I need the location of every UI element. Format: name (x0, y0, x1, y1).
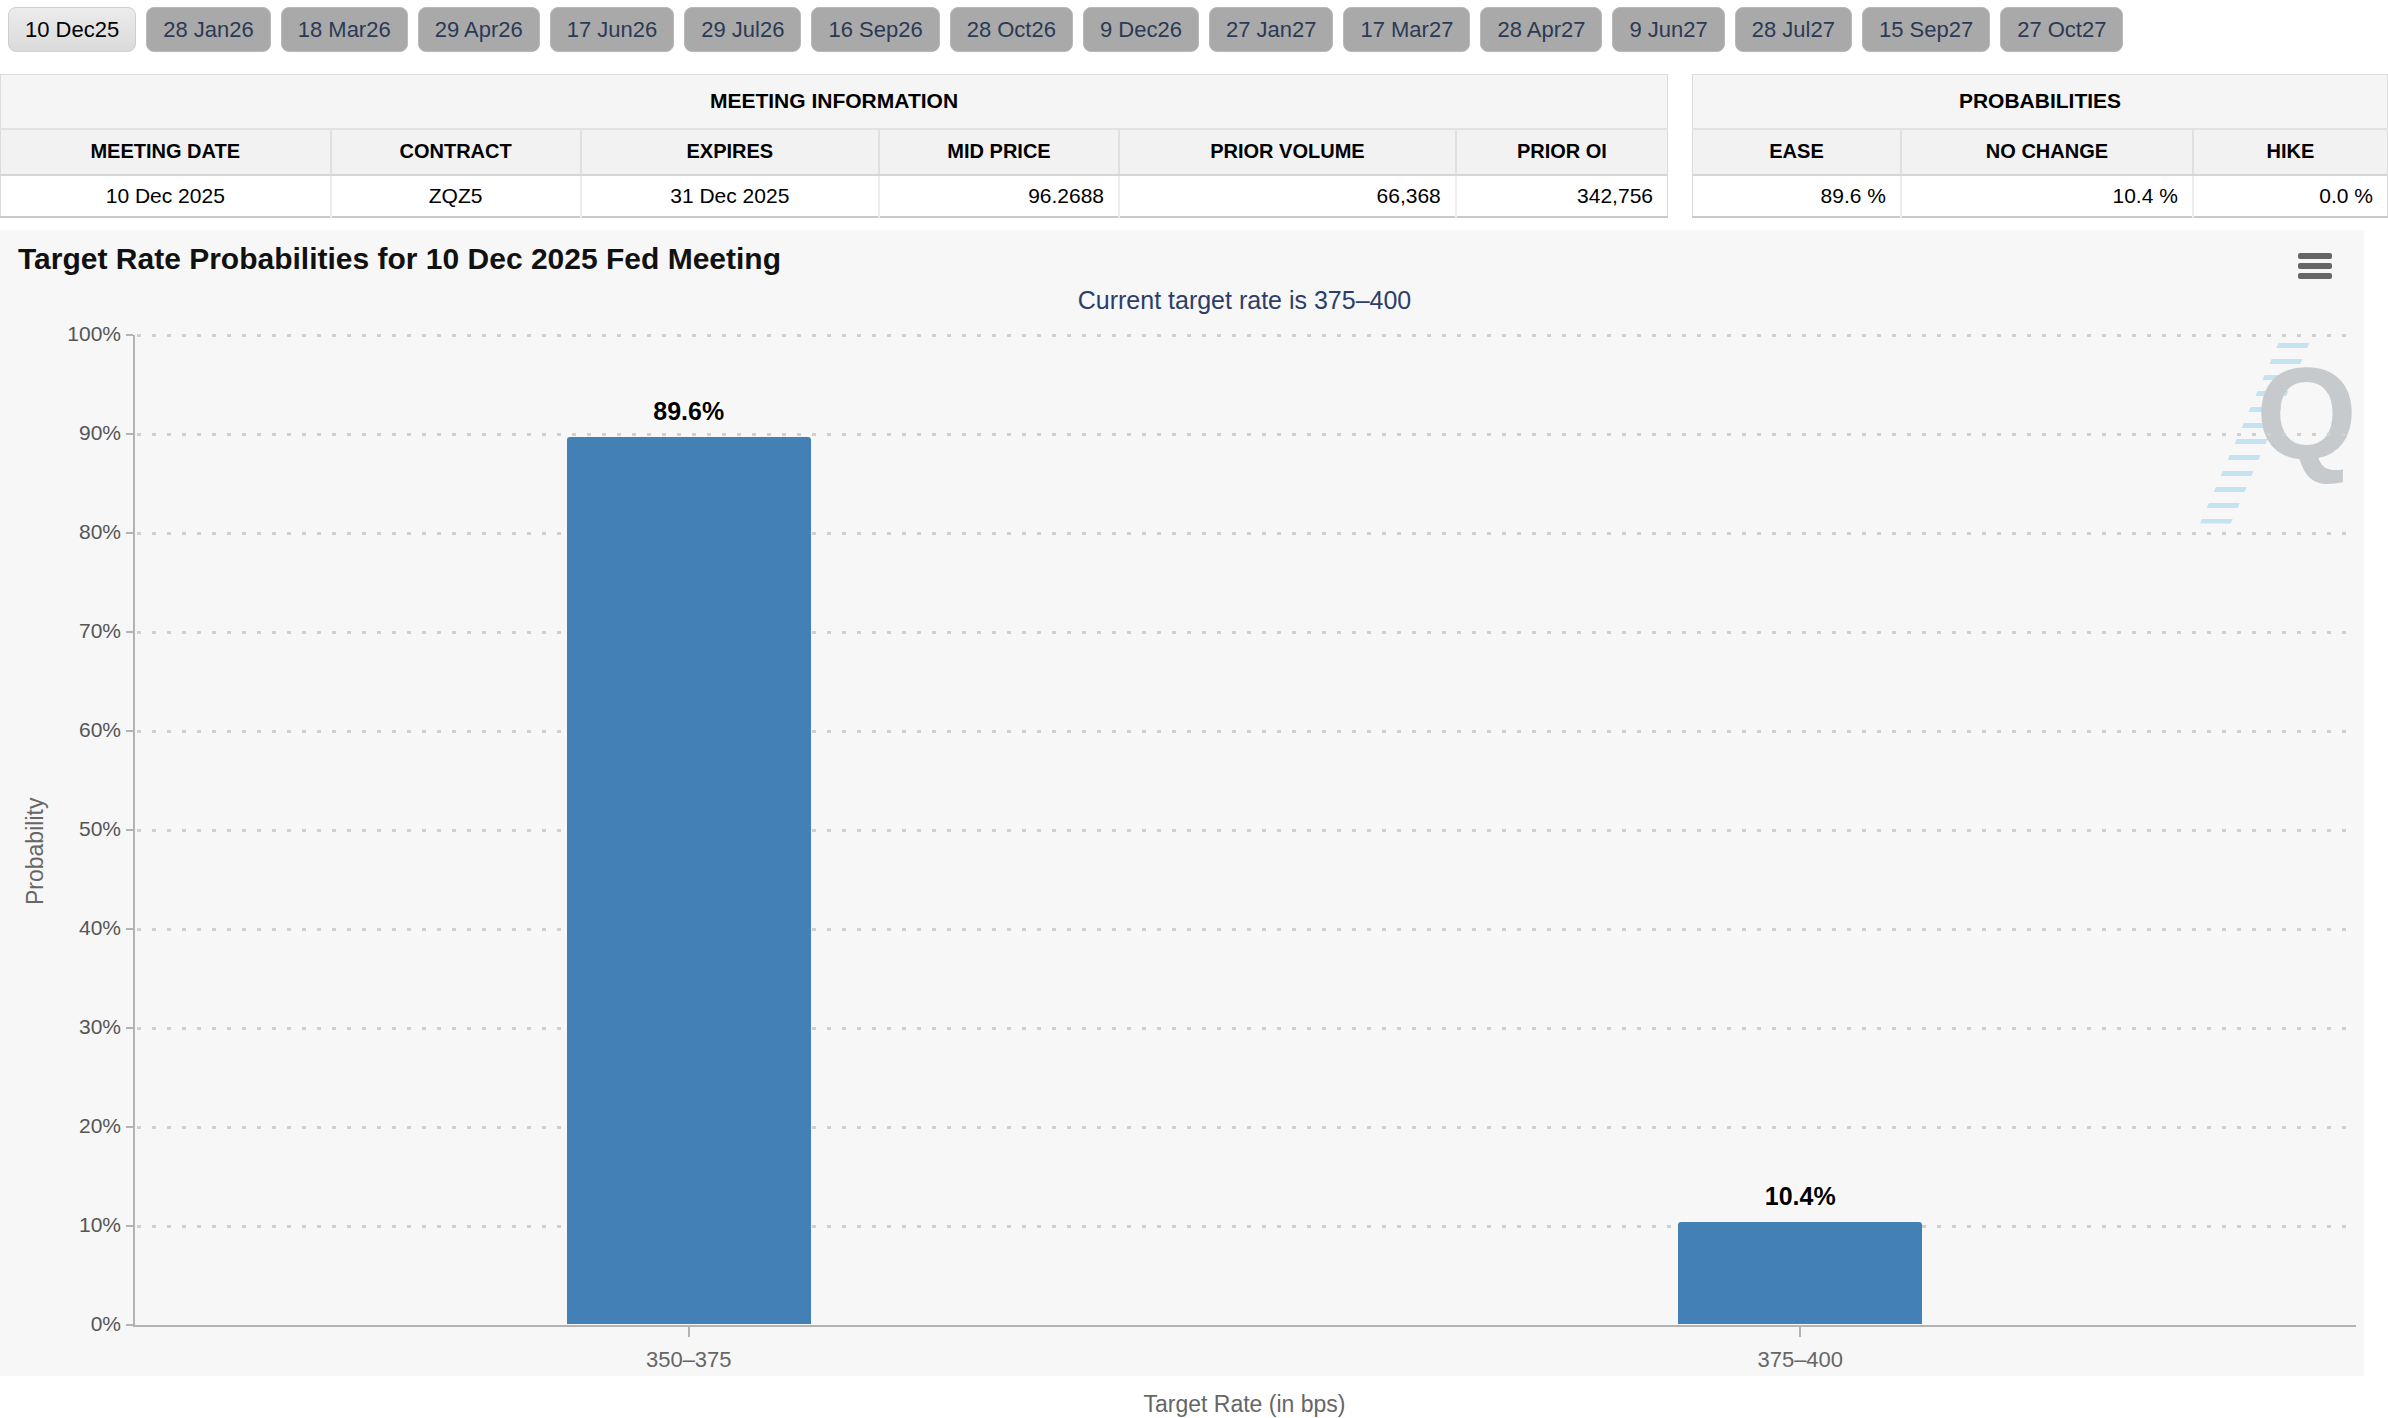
y-axis-label-90: 90% (31, 421, 121, 445)
meeting-tab-28-jan26[interactable]: 28 Jan26 (146, 7, 271, 52)
y-axis-label-10: 10% (31, 1213, 121, 1237)
y-axis-tick-80 (126, 532, 133, 534)
column-header-ease: EASE (1693, 129, 1902, 175)
meeting-information-table: MEETING INFORMATION MEETING DATECONTRACT… (0, 74, 1668, 218)
gridline-40 (137, 928, 2356, 931)
column-header-no-change: NO CHANGE (1901, 129, 2193, 175)
bar-value-label-375-400: 10.4% (1650, 1182, 1950, 1211)
probabilities-row: 89.6 %10.4 %0.0 % (1693, 175, 2388, 217)
y-axis-label-70: 70% (31, 619, 121, 643)
gridline-10 (137, 1225, 2356, 1228)
meeting-tab-16-sep26[interactable]: 16 Sep26 (811, 7, 939, 52)
gridline-100 (137, 334, 2356, 337)
y-axis-label-20: 20% (31, 1114, 121, 1138)
y-axis-tick-20 (126, 1126, 133, 1128)
cell-meeting-date: 10 Dec 2025 (1, 175, 331, 217)
cell-hike: 0.0 % (2193, 175, 2388, 217)
meeting-tab-17-jun26[interactable]: 17 Jun26 (550, 7, 675, 52)
cell-ease: 89.6 % (1693, 175, 1902, 217)
cell-contract: ZQZ5 (331, 175, 581, 217)
gridline-60 (137, 730, 2356, 733)
y-axis-label-60: 60% (31, 718, 121, 742)
y-axis-tick-100 (126, 334, 133, 336)
y-axis-tick-60 (126, 730, 133, 732)
meeting-tab-15-sep27[interactable]: 15 Sep27 (1862, 7, 1990, 52)
cell-expires: 31 Dec 2025 (581, 175, 879, 217)
meeting-tab-28-jul27[interactable]: 28 Jul27 (1735, 7, 1852, 52)
y-axis-title: Probability (22, 797, 49, 904)
y-axis-label-80: 80% (31, 520, 121, 544)
column-header-expires: EXPIRES (581, 129, 879, 175)
column-header-meeting-date: MEETING DATE (1, 129, 331, 175)
meeting-tab-18-mar26[interactable]: 18 Mar26 (281, 7, 408, 52)
cell-mid-price: 96.2688 (879, 175, 1119, 217)
y-axis-line (133, 335, 135, 1325)
meeting-tab-27-oct27[interactable]: 27 Oct27 (2000, 7, 2123, 52)
gridline-50 (137, 829, 2356, 832)
column-header-contract: CONTRACT (331, 129, 581, 175)
y-axis-tick-30 (126, 1027, 133, 1029)
y-axis-tick-90 (126, 433, 133, 435)
probabilities-table: PROBABILITIES EASENO CHANGEHIKE 89.6 %10… (1692, 74, 2388, 218)
y-axis-label-100: 100% (31, 322, 121, 346)
column-header-mid-price: MID PRICE (879, 129, 1119, 175)
meeting-tab-9-jun27[interactable]: 9 Jun27 (1612, 7, 1724, 52)
x-axis-title: Target Rate (in bps) (133, 1391, 2356, 1418)
meeting-information-row: 10 Dec 2025ZQZ531 Dec 202596.268866,3683… (1, 175, 1668, 217)
probabilities-title: PROBABILITIES (1693, 75, 2388, 129)
meeting-tab-27-jan27[interactable]: 27 Jan27 (1209, 7, 1334, 52)
x-axis-tick-375-400 (1799, 1327, 1801, 1337)
cell-no-change: 10.4 % (1901, 175, 2193, 217)
plot-area: 0%10%20%30%40%50%60%70%80%90%100%89.6%35… (0, 230, 2364, 1376)
y-axis-tick-0 (126, 1324, 133, 1326)
gridline-70 (137, 631, 2356, 634)
meeting-information-title: MEETING INFORMATION (1, 75, 1668, 129)
column-header-prior-volume: PRIOR VOLUME (1119, 129, 1456, 175)
y-axis-tick-70 (126, 631, 133, 633)
gridline-80 (137, 532, 2356, 535)
meeting-tab-29-apr26[interactable]: 29 Apr26 (418, 7, 540, 52)
y-axis-tick-50 (126, 829, 133, 831)
gridline-30 (137, 1027, 2356, 1030)
cell-prior-volume: 66,368 (1119, 175, 1456, 217)
y-axis-label-30: 30% (31, 1015, 121, 1039)
cell-prior-oi: 342,756 (1456, 175, 1668, 217)
meeting-tab-9-dec26[interactable]: 9 Dec26 (1083, 7, 1199, 52)
bar-375-400[interactable] (1678, 1222, 1922, 1325)
gridline-90 (137, 433, 2356, 436)
meeting-tab-29-jul26[interactable]: 29 Jul26 (684, 7, 801, 52)
y-axis-tick-40 (126, 928, 133, 930)
gridline-20 (137, 1126, 2356, 1129)
meeting-tab-10-dec25[interactable]: 10 Dec25 (8, 7, 136, 52)
column-header-prior-oi: PRIOR OI (1456, 129, 1668, 175)
x-axis-label-350-375: 350–375 (539, 1347, 839, 1373)
meeting-tab-17-mar27[interactable]: 17 Mar27 (1343, 7, 1470, 52)
bar-value-label-350-375: 89.6% (539, 397, 839, 426)
y-axis-label-0: 0% (31, 1312, 121, 1336)
bar-350-375[interactable] (567, 437, 811, 1324)
meeting-tab-28-oct26[interactable]: 28 Oct26 (950, 7, 1073, 52)
x-axis-line (133, 1325, 2356, 1327)
summary-tables: MEETING INFORMATION MEETING DATECONTRACT… (0, 74, 2388, 218)
x-axis-label-375-400: 375–400 (1650, 1347, 1950, 1373)
column-header-hike: HIKE (2193, 129, 2388, 175)
meeting-tab-28-apr27[interactable]: 28 Apr27 (1480, 7, 1602, 52)
x-axis-tick-350-375 (688, 1327, 690, 1337)
meeting-tab-bar: 10 Dec2528 Jan2618 Mar2629 Apr2617 Jun26… (0, 0, 2388, 52)
y-axis-tick-10 (126, 1225, 133, 1227)
target-rate-probability-chart: Target Rate Probabilities for 10 Dec 202… (0, 230, 2364, 1376)
y-axis-label-40: 40% (31, 916, 121, 940)
